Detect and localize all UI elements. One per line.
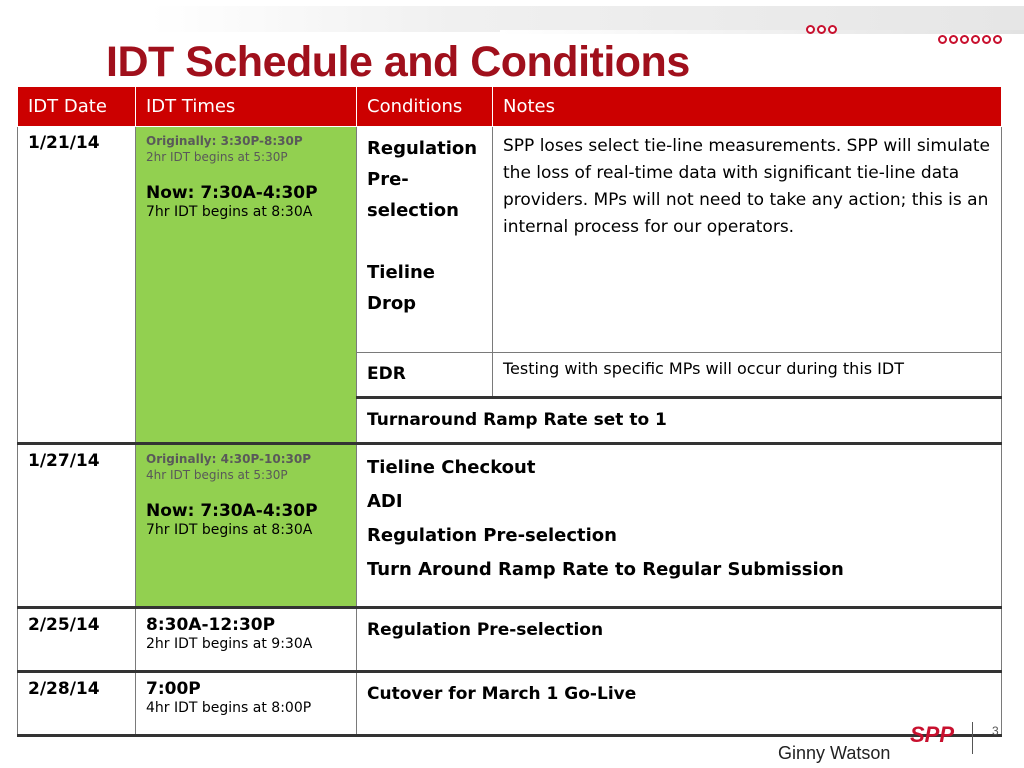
- dot-icon: [993, 35, 1002, 44]
- page-number: 3: [992, 724, 999, 738]
- idt-time-note: 2hr IDT begins at 9:30A: [146, 636, 313, 652]
- conditions-cell: Regulation Pre- selection Tieline Drop: [356, 126, 493, 353]
- notes-cell: Testing with specific MPs will occur dur…: [492, 352, 1002, 398]
- header-decoration-line: [500, 30, 1024, 34]
- condition-text: Turn Around Ramp Rate to Regular Submiss…: [367, 559, 844, 580]
- table-row: 1/27/14 Originally: 4:30P-10:30P 4hr IDT…: [17, 442, 1002, 608]
- spp-logo: SPP: [910, 722, 955, 747]
- table-row: 2/25/14 8:30A-12:30P 2hr IDT begins at 9…: [17, 606, 1002, 672]
- idt-time: 8:30A-12:30P: [146, 615, 276, 635]
- idt-date-cell: 1/27/14: [17, 442, 136, 608]
- idt-times-cell: 8:30A-12:30P 2hr IDT begins at 9:30A: [135, 606, 357, 672]
- original-time-note: 2hr IDT begins at 5:30P: [146, 150, 288, 164]
- condition-text: Tieline: [367, 262, 436, 283]
- header-decoration-bar: [150, 6, 1024, 32]
- table-row: EDR Testing with specific MPs will occur…: [18, 352, 1002, 398]
- original-time: Originally: 3:30P-8:30P: [146, 134, 303, 148]
- condition-text: Pre-: [367, 169, 409, 190]
- table-row: 1/21/14 Originally: 3:30P-8:30P 2hr IDT …: [17, 126, 1002, 444]
- idt-times-cell: Originally: 3:30P-8:30P 2hr IDT begins a…: [135, 126, 357, 444]
- dot-icon: [806, 25, 815, 34]
- condition-text: Drop: [367, 293, 417, 314]
- condition-text: ADI: [367, 491, 403, 512]
- new-time: Now: 7:30A-4:30P: [146, 183, 318, 203]
- idt-schedule-table: IDT Date IDT Times Conditions Notes 1/21…: [17, 86, 1002, 737]
- dot-icon: [949, 35, 958, 44]
- header-notes: Notes: [492, 86, 1002, 127]
- dot-icon: [971, 35, 980, 44]
- idt-times-cell: Originally: 4:30P-10:30P 4hr IDT begins …: [135, 442, 357, 608]
- table-row: 2/28/14 7:00P 4hr IDT begins at 8:00P Cu…: [17, 670, 1002, 736]
- idt-time: 7:00P: [146, 679, 201, 699]
- condition-spacer: [367, 226, 482, 257]
- original-time: Originally: 4:30P-10:30P: [146, 452, 312, 466]
- new-time-note: 7hr IDT begins at 8:30A: [146, 204, 313, 220]
- dot-icon: [817, 25, 826, 34]
- header-conditions: Conditions: [356, 86, 493, 127]
- slide-title: IDT Schedule and Conditions: [106, 38, 690, 86]
- idt-times-cell: 7:00P 4hr IDT begins at 8:00P: [135, 670, 357, 736]
- header-idt-date: IDT Date: [17, 86, 136, 127]
- decorative-dots-short: [806, 25, 837, 34]
- notes-cell: SPP loses select tie-line measurements. …: [492, 126, 1002, 353]
- header-idt-times: IDT Times: [135, 86, 357, 127]
- idt-date-cell: 1/21/14: [17, 126, 136, 444]
- idt-time-note: 4hr IDT begins at 8:00P: [146, 700, 312, 716]
- original-time-note: 4hr IDT begins at 5:30P: [146, 468, 288, 482]
- condition-text: selection: [367, 200, 459, 221]
- dot-icon: [982, 35, 991, 44]
- conditions-cell: Regulation Pre-selection: [356, 606, 1002, 672]
- footer-divider: [972, 722, 973, 754]
- dot-icon: [960, 35, 969, 44]
- conditions-cell: Turnaround Ramp Rate set to 1: [356, 396, 1002, 444]
- idt-date-cell: 2/28/14: [17, 670, 136, 736]
- condition-text: Regulation Pre-selection: [367, 525, 617, 546]
- presenter-name: Ginny Watson: [778, 743, 891, 763]
- dot-icon: [938, 35, 947, 44]
- conditions-cell: EDR: [356, 352, 493, 398]
- dot-icon: [828, 25, 837, 34]
- decorative-dots-long: [938, 35, 1002, 44]
- condition-text: Tieline Checkout: [367, 457, 536, 478]
- conditions-cell: Tieline Checkout ADI Regulation Pre-sele…: [356, 442, 1002, 608]
- table-header-row: IDT Date IDT Times Conditions Notes: [17, 86, 1002, 127]
- conditions-cell: Cutover for March 1 Go-Live: [356, 670, 1002, 736]
- new-time: Now: 7:30A-4:30P: [146, 501, 318, 521]
- condition-text: Regulation: [367, 138, 478, 159]
- idt-date-cell: 2/25/14: [17, 606, 136, 672]
- new-time-note: 7hr IDT begins at 8:30A: [146, 522, 313, 538]
